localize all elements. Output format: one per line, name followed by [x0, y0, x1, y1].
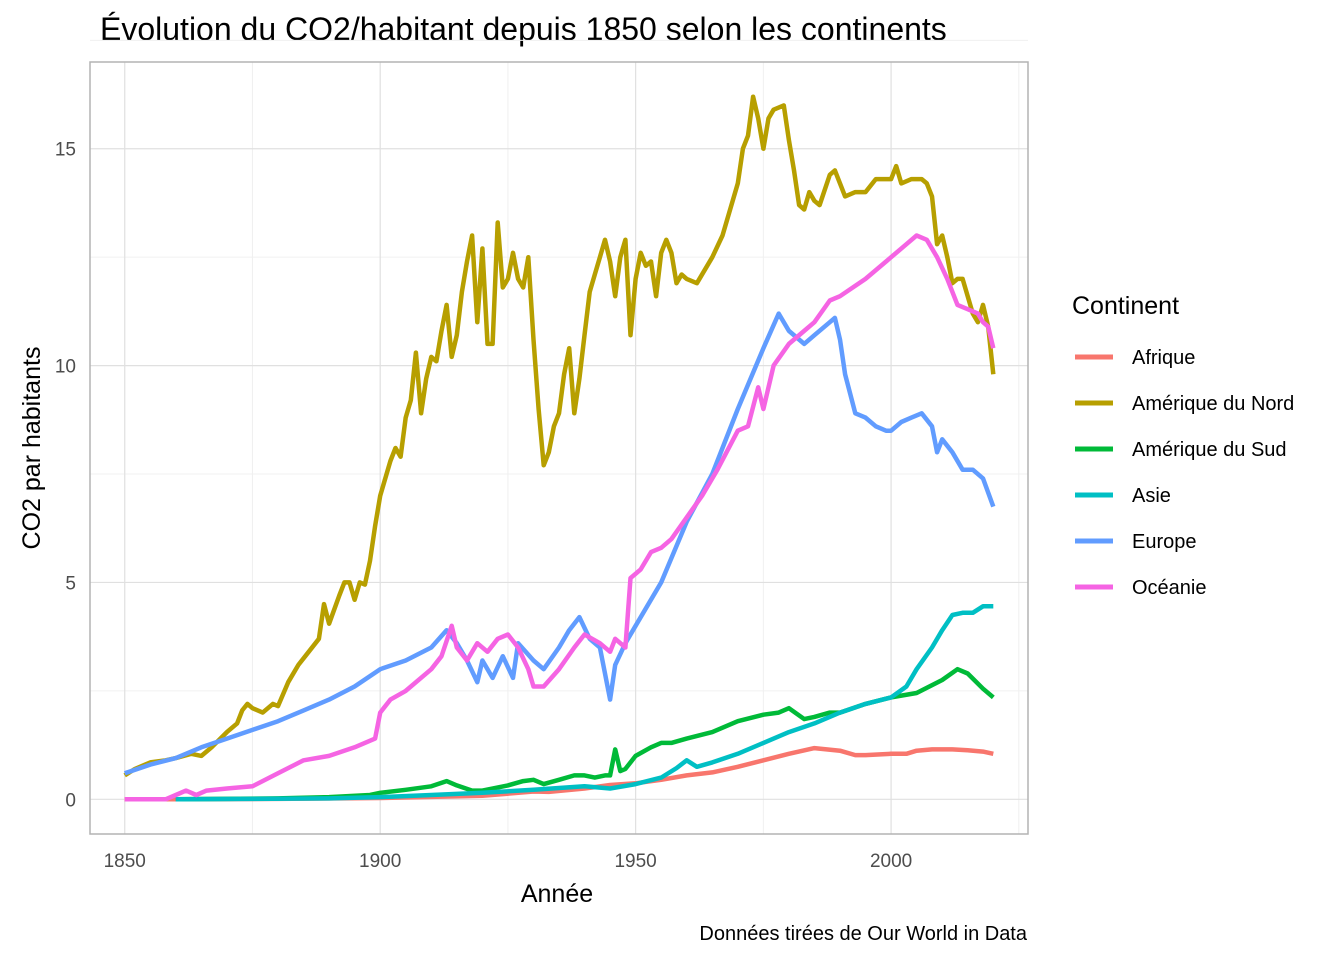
x-tick-label: 1950 [614, 851, 656, 872]
series-line [123, 311, 996, 776]
series-lines [123, 94, 996, 802]
x-tick-label: 1900 [359, 851, 401, 872]
legend-label: Amérique du Sud [1132, 439, 1287, 461]
series-line [124, 233, 996, 802]
y-tick-label: 10 [55, 357, 76, 378]
series-line [124, 745, 994, 802]
y-axis-label: CO2 par habitants [18, 347, 46, 550]
grid [90, 39, 1028, 834]
legend-label: Océanie [1132, 577, 1207, 599]
x-tick-label: 2000 [870, 851, 912, 872]
caption: Données tirées de Our World in Data [699, 923, 1027, 945]
y-tick-label: 5 [65, 573, 76, 594]
plot-border [89, 61, 1029, 835]
legend: Afrique Amérique du Nord Amérique du Sud As… [1075, 347, 1294, 599]
chart-title: Évolution du CO2/habitant depuis 1850 se… [100, 11, 947, 47]
y-axis-ticks: 0 5 10 15 [55, 140, 76, 812]
y-tick-label: 0 [65, 790, 76, 811]
legend-label: Afrique [1132, 347, 1195, 369]
x-axis-label: Année [521, 880, 593, 908]
legend-title: Continent [1072, 292, 1179, 320]
series-line [123, 94, 996, 778]
x-tick-label: 1850 [104, 851, 146, 872]
legend-label: Europe [1132, 531, 1197, 553]
y-tick-label: 15 [55, 140, 76, 161]
series-line [175, 666, 995, 802]
legend-label: Amérique du Nord [1132, 393, 1294, 415]
x-axis-ticks: 1850 1900 1950 2000 [104, 851, 913, 872]
series-line [175, 604, 994, 802]
legend-label: Asie [1132, 485, 1171, 507]
